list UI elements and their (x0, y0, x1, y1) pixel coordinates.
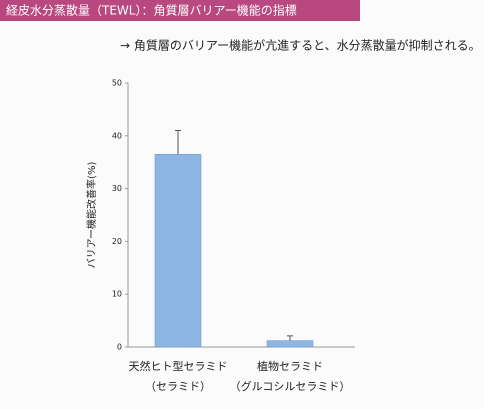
y-tick-label: 30 (112, 184, 122, 193)
y-tick-label: 40 (112, 131, 122, 140)
error-bar (287, 335, 293, 341)
x-tick-note: （セラミド） (145, 380, 211, 393)
error-bar (175, 130, 181, 155)
y-tick-label: 10 (112, 290, 122, 299)
y-tick-label: 20 (112, 237, 122, 246)
y-tick-label: 0 (117, 343, 122, 352)
bar (154, 153, 202, 348)
chart-subtitle: → 角質層のバリアー機能が亢進すると、水分蒸散量が抑制される。 (120, 38, 481, 53)
chart-title: 経皮水分蒸散量（TEWL）：角質層バリアー機能の指標 (6, 3, 297, 18)
bar (266, 340, 314, 348)
header-banner (0, 0, 360, 21)
x-tick-label: 天然ヒト型セラミド (129, 359, 228, 373)
x-tick-note: （グルコシルセラミド） (230, 379, 351, 393)
x-tick-label: 植物セラミド (257, 359, 323, 373)
y-tick-label: 50 (112, 79, 122, 88)
y-axis-label: バリアー機能改善率(%) (85, 162, 98, 269)
